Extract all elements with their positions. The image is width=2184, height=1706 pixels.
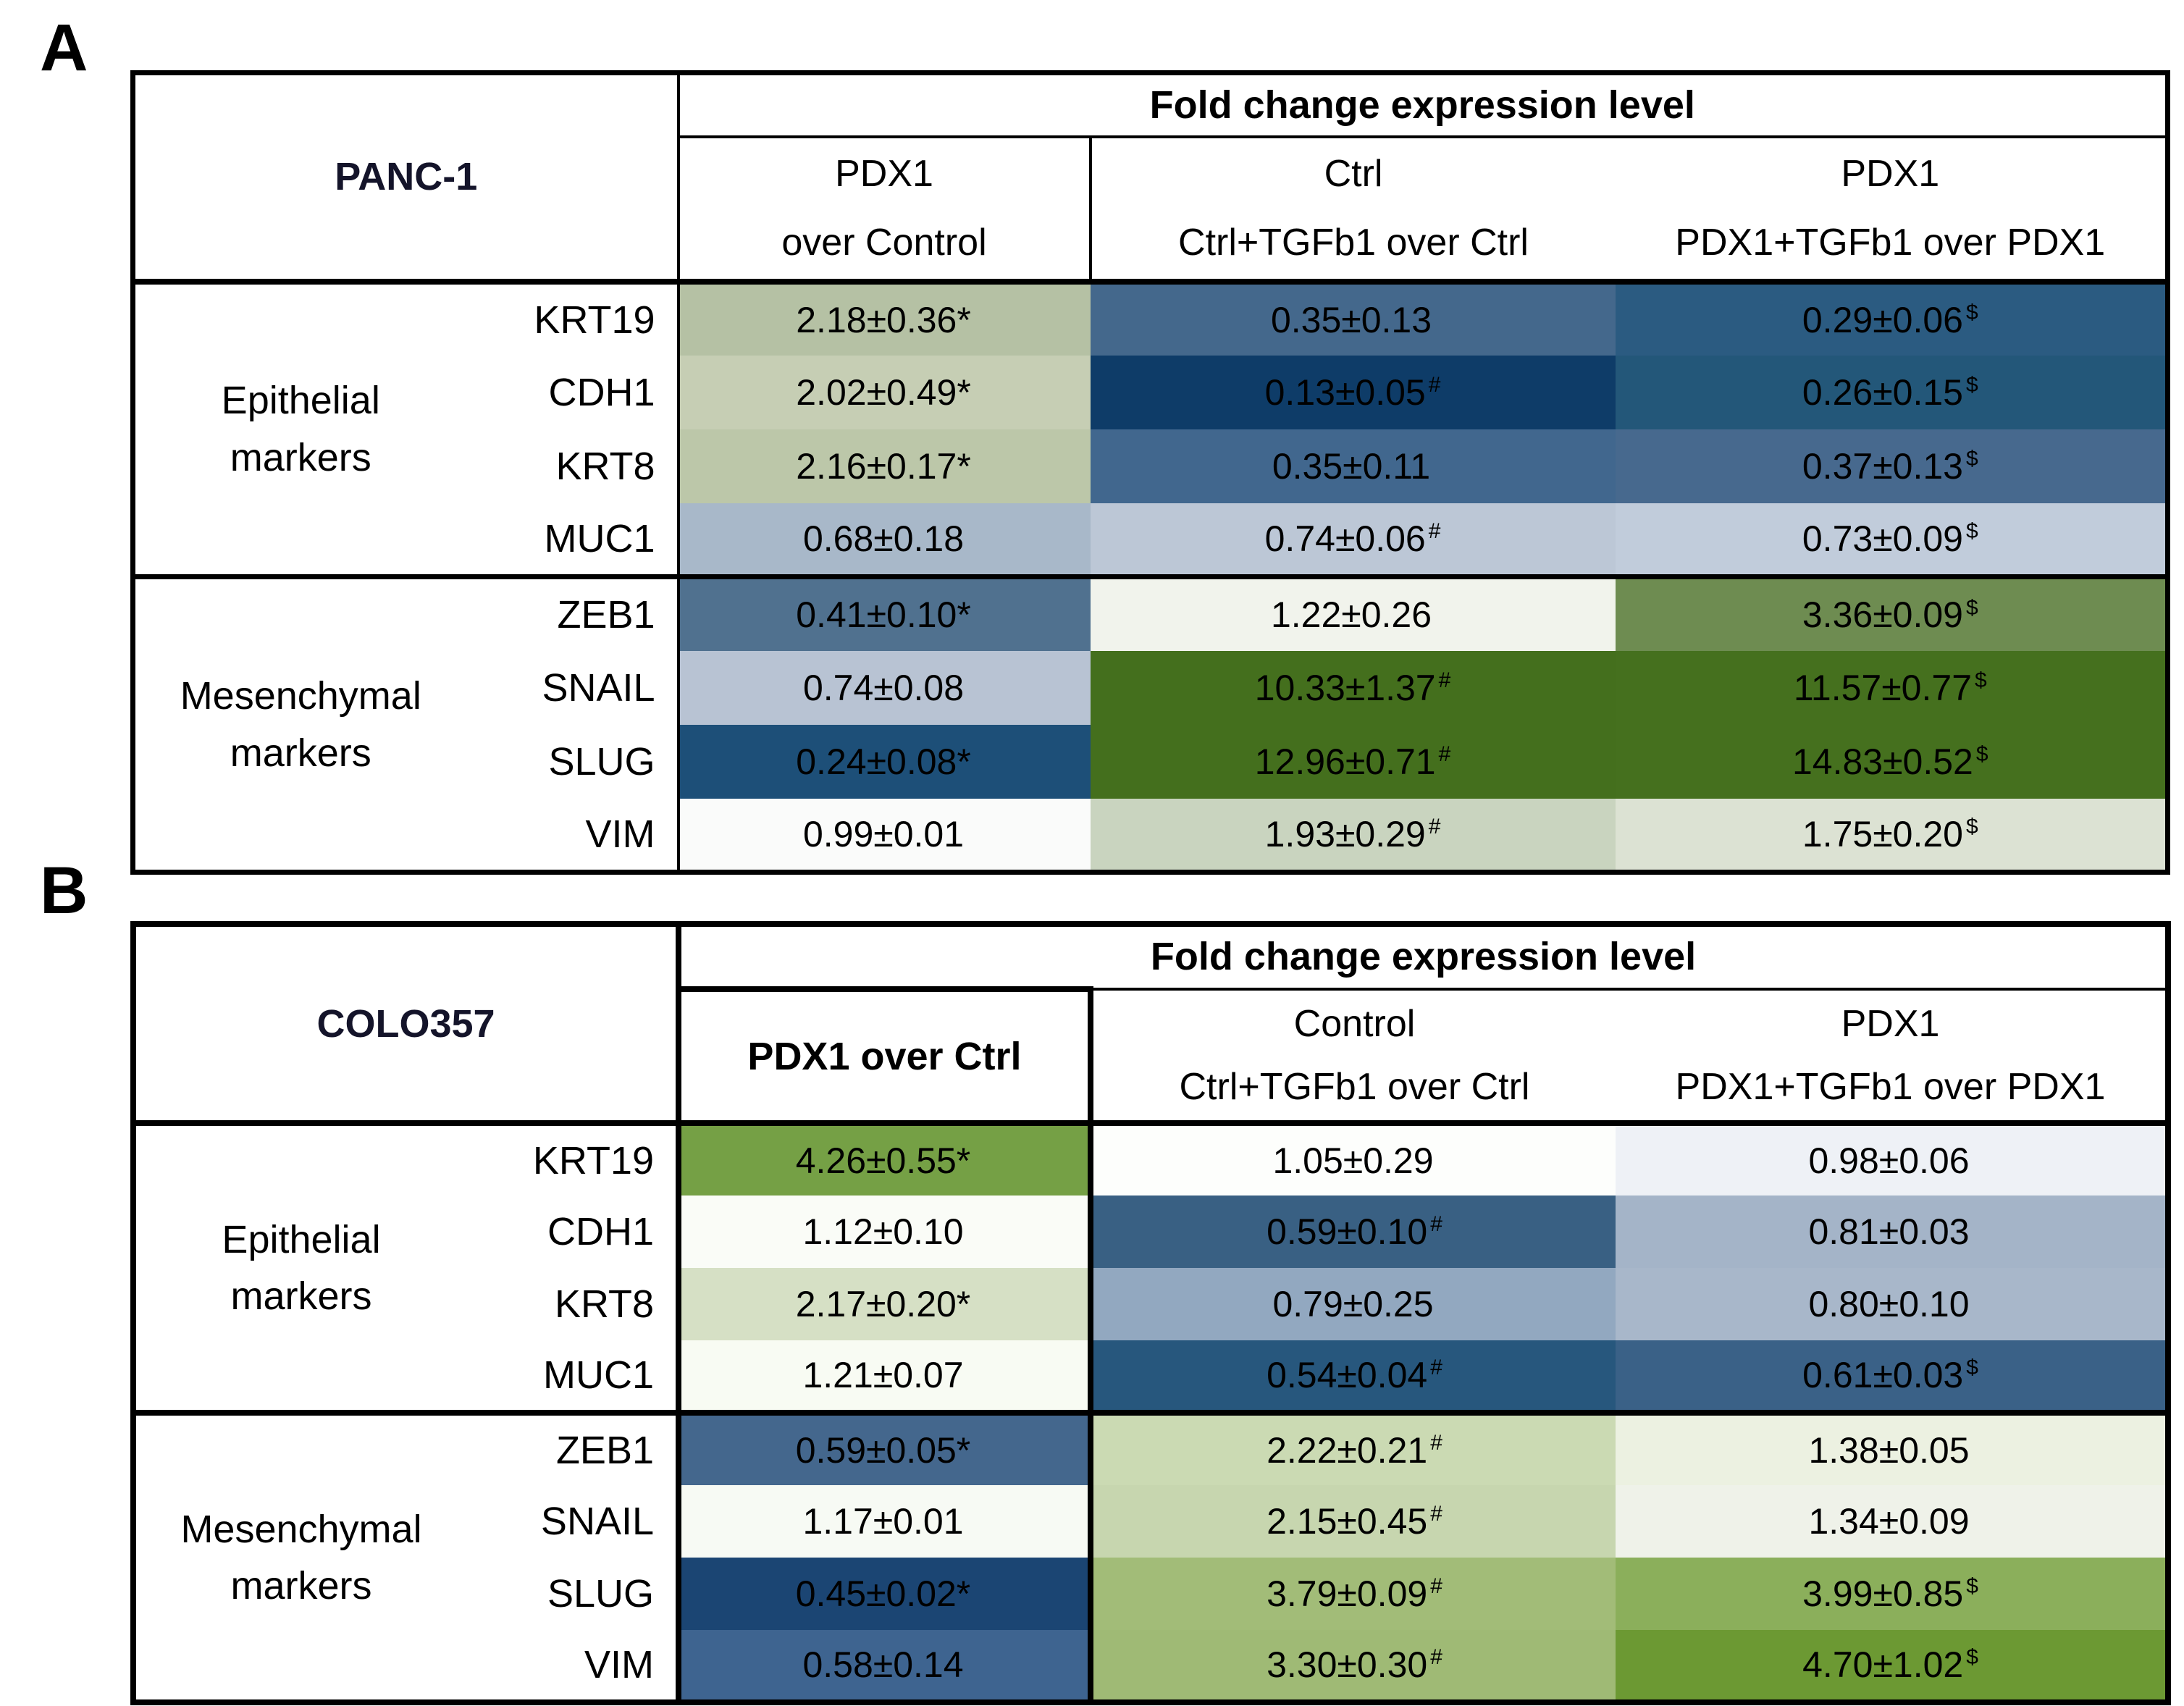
value-cell: 12.96±0.71 # <box>1090 724 1616 799</box>
group-label-mesenchymal-markers: Mesenchymal markers <box>180 1507 422 1608</box>
value-cell: 0.81±0.03 <box>1616 1196 2169 1268</box>
column-header-line2: Ctrl+TGFb1 over Ctrl <box>1179 1066 1530 1109</box>
column-header-line1: PDX1 <box>835 153 933 195</box>
cell-line-title: COLO357 <box>133 924 681 1126</box>
column-header-pdx1-tgfb1: PDX1 PDX1+TGFb1 over PDX1 <box>1616 989 2169 1126</box>
group-label-epithelial-markers: Epithelial markers <box>133 281 466 579</box>
column-header-line2: PDX1+TGFb1 over PDX1 <box>1675 1066 2106 1109</box>
column-header-pdx1-tgfb1: PDX1 PDX1+TGFb1 over PDX1 <box>1615 136 2168 285</box>
gene-label: SLUG <box>466 1558 681 1630</box>
gene-label: CDH1 <box>466 355 680 429</box>
gene-label: ZEB1 <box>466 576 680 651</box>
gene-label: CDH1 <box>466 1196 681 1268</box>
cell-line-title: PANC-1 <box>133 72 680 285</box>
column-header-line2: Ctrl+TGFb1 over Ctrl <box>1178 222 1529 264</box>
gene-label: KRT8 <box>466 429 680 503</box>
value-cell: 0.61±0.03 $ <box>1616 1340 2169 1416</box>
value-cell: 0.74±0.08 <box>678 650 1091 725</box>
value-cell: 10.33±1.37 # <box>1090 650 1616 725</box>
gene-label: VIM <box>466 1630 681 1702</box>
gene-label: SNAIL <box>466 1485 681 1558</box>
group-label-epithelial-markers: Epithelial markers <box>133 1123 466 1416</box>
column-header-line1: PDX1 <box>1841 1002 1940 1045</box>
fold-change-header: Fold change expression level <box>679 924 2169 991</box>
column-header-pdx1-over-control: PDX1 over Control <box>678 136 1092 285</box>
value-cell: 0.80±0.10 <box>1616 1268 2169 1340</box>
column-header-line1: Ctrl <box>1324 153 1383 195</box>
panc1-expression-table: PANC-1 Fold change expression level PDX1… <box>130 70 2171 875</box>
value-cell: 1.34±0.09 <box>1616 1485 2169 1558</box>
value-cell: 0.29±0.06 $ <box>1615 281 2168 356</box>
value-cell: 0.99±0.01 <box>678 798 1091 873</box>
value-cell: 1.21±0.07 <box>679 1340 1093 1416</box>
value-cell: 0.24±0.08* <box>678 724 1091 799</box>
value-cell: 0.73±0.09 $ <box>1615 503 2168 579</box>
value-cell: 11.57±0.77 $ <box>1615 650 2168 725</box>
gene-label: ZEB1 <box>466 1413 681 1485</box>
value-cell: 2.22±0.21 # <box>1091 1413 1616 1485</box>
value-cell: 0.59±0.10 # <box>1091 1196 1616 1268</box>
value-cell: 1.22±0.26 <box>1090 576 1616 651</box>
value-cell: 1.12±0.10 <box>679 1196 1093 1268</box>
column-header-pdx1-over-ctrl: PDX1 over Ctrl <box>676 986 1093 1126</box>
gene-label: SLUG <box>466 724 680 799</box>
value-cell: 3.30±0.30 # <box>1091 1630 1616 1702</box>
value-cell: 0.68±0.18 <box>678 503 1091 579</box>
value-cell: 0.98±0.06 <box>1616 1123 2169 1196</box>
value-cell: 0.74±0.06 # <box>1090 503 1616 579</box>
value-cell: 0.35±0.13 <box>1090 281 1616 356</box>
value-cell: 0.26±0.15 $ <box>1615 355 2168 429</box>
panel-a-label: A <box>40 11 88 85</box>
gene-label: MUC1 <box>466 503 680 579</box>
column-header-ctrl-tgfb1: Control Ctrl+TGFb1 over Ctrl <box>1091 989 1616 1126</box>
column-header-line2: over Control <box>781 222 987 264</box>
value-cell: 1.93±0.29 # <box>1090 798 1616 873</box>
value-cell: 4.26±0.55* <box>679 1123 1093 1196</box>
value-cell: 4.70±1.02 $ <box>1616 1630 2169 1702</box>
value-cell: 2.18±0.36* <box>678 281 1091 356</box>
value-cell: 0.58±0.14 <box>679 1630 1093 1702</box>
value-cell: 2.17±0.20* <box>679 1268 1093 1340</box>
gene-label: KRT19 <box>466 281 680 356</box>
value-cell: 3.79±0.09 # <box>1091 1558 1616 1630</box>
gene-label: MUC1 <box>466 1340 681 1416</box>
fold-change-header: Fold change expression level <box>678 72 2168 138</box>
value-cell: 0.59±0.05* <box>679 1413 1093 1485</box>
value-cell: 14.83±0.52 $ <box>1615 724 2168 799</box>
value-cell: 0.79±0.25 <box>1091 1268 1616 1340</box>
value-cell: 3.99±0.85 $ <box>1616 1558 2169 1630</box>
value-cell: 1.75±0.20 $ <box>1615 798 2168 873</box>
gene-label: VIM <box>466 798 680 873</box>
gene-label: KRT19 <box>466 1123 681 1196</box>
value-cell: 0.45±0.02* <box>679 1558 1093 1630</box>
value-cell: 1.17±0.01 <box>679 1485 1093 1558</box>
value-cell: 1.05±0.29 <box>1091 1123 1616 1196</box>
gene-label: KRT8 <box>466 1268 681 1340</box>
value-cell: 3.36±0.09 $ <box>1615 576 2168 651</box>
group-label-mesenchymal-markers: Mesenchymal markers <box>180 674 421 775</box>
colo357-expression-table: COLO357 Fold change expression level PDX… <box>130 921 2172 1705</box>
value-cell: 0.13±0.05 # <box>1090 355 1616 429</box>
value-cell: 0.35±0.11 <box>1090 429 1616 503</box>
value-cell: 0.54±0.04 # <box>1091 1340 1616 1416</box>
column-header-line1: Control <box>1293 1002 1416 1045</box>
value-cell: 0.41±0.10* <box>678 576 1091 651</box>
value-cell: 0.37±0.13 $ <box>1615 429 2168 503</box>
column-header-ctrl-tgfb1: Ctrl Ctrl+TGFb1 over Ctrl <box>1090 136 1616 285</box>
gene-label: SNAIL <box>466 650 680 725</box>
panel-b-label: B <box>40 854 88 928</box>
column-header-line2: PDX1+TGFb1 over PDX1 <box>1675 222 2106 264</box>
column-header-line1: PDX1 <box>1841 153 1940 195</box>
column-header-line1: PDX1 over Ctrl <box>747 1034 1022 1078</box>
value-cell: 2.15±0.45 # <box>1091 1485 1616 1558</box>
value-cell: 2.16±0.17* <box>678 429 1091 503</box>
value-cell: 2.02±0.49* <box>678 355 1091 429</box>
value-cell: 1.38±0.05 <box>1616 1413 2169 1485</box>
